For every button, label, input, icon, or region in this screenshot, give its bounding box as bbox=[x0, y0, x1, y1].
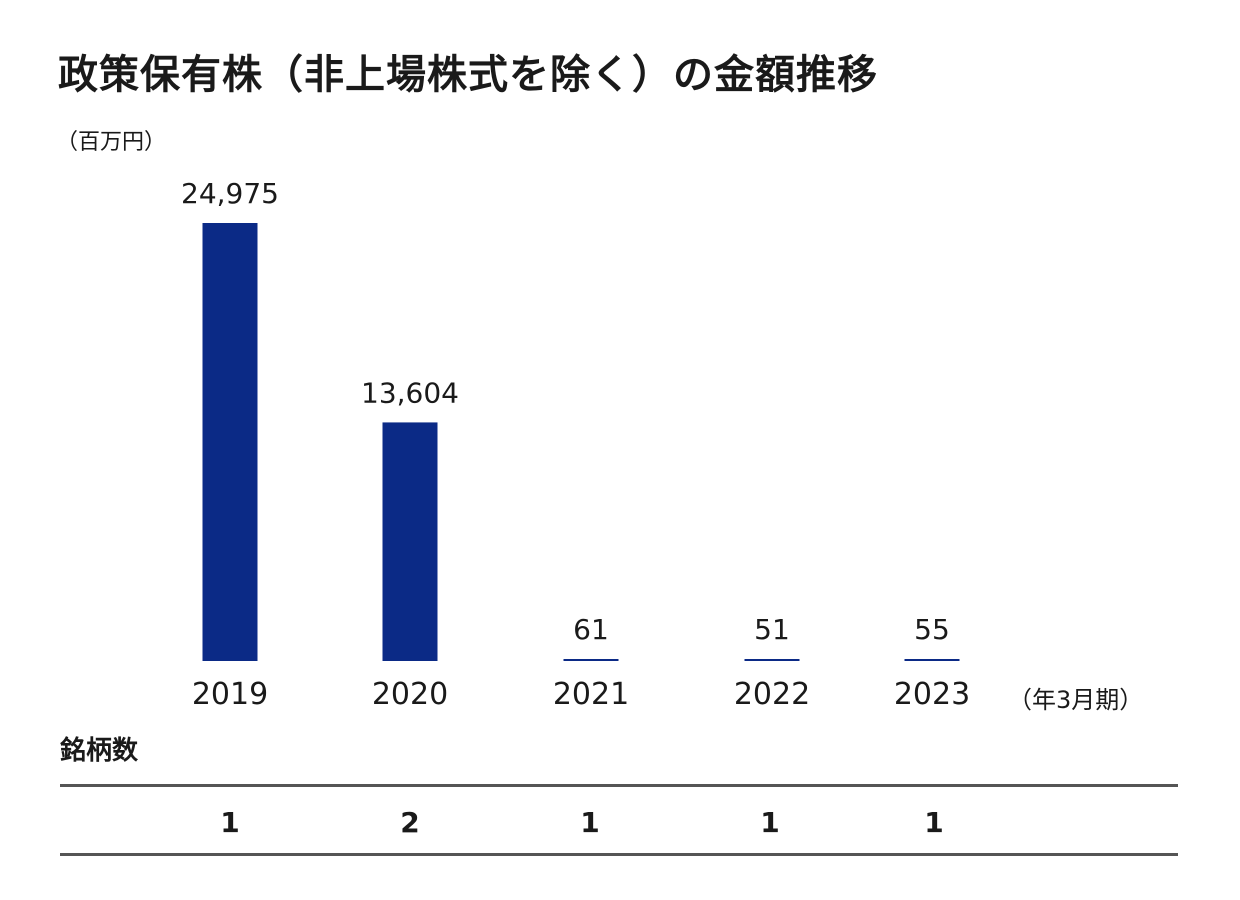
bar-2020 bbox=[382, 422, 438, 661]
x-tick-2020: 2020 bbox=[372, 677, 448, 712]
bar-2019 bbox=[202, 223, 258, 661]
value-label-2022: 51 bbox=[754, 613, 790, 646]
value-label-2023: 55 bbox=[914, 613, 950, 646]
x-tick-2022: 2022 bbox=[734, 677, 810, 712]
chart-title: 政策保有株（非上場株式を除く）の金額推移 bbox=[58, 52, 878, 98]
count-2022: 1 bbox=[760, 806, 780, 839]
x-period-label: （年3月期） bbox=[1008, 686, 1144, 714]
value-label-2019: 24,975 bbox=[181, 177, 279, 210]
value-label-2021: 61 bbox=[573, 613, 609, 646]
count-2023: 1 bbox=[924, 806, 944, 839]
count-2021: 1 bbox=[580, 806, 600, 839]
x-tick-2019: 2019 bbox=[192, 677, 268, 712]
count-row: 1 2 1 1 1 bbox=[0, 798, 1240, 848]
count-2020: 2 bbox=[400, 806, 420, 839]
bar-chart: 24,975 2019 13,604 2020 61 2021 51 2022 55 2023 bbox=[181, 177, 970, 712]
value-label-2020: 13,604 bbox=[361, 376, 459, 409]
y-unit-label: （百万円） bbox=[56, 130, 167, 155]
x-tick-2023: 2023 bbox=[894, 677, 970, 712]
count-2019: 1 bbox=[220, 806, 240, 839]
bar-2022 bbox=[744, 659, 800, 661]
table-bottom-rule bbox=[60, 853, 1178, 856]
bar-2021 bbox=[563, 659, 619, 661]
table-top-rule bbox=[60, 784, 1178, 787]
bar-2023 bbox=[904, 659, 960, 661]
x-tick-2021: 2021 bbox=[553, 677, 629, 712]
count-label: 銘柄数 bbox=[60, 736, 139, 766]
